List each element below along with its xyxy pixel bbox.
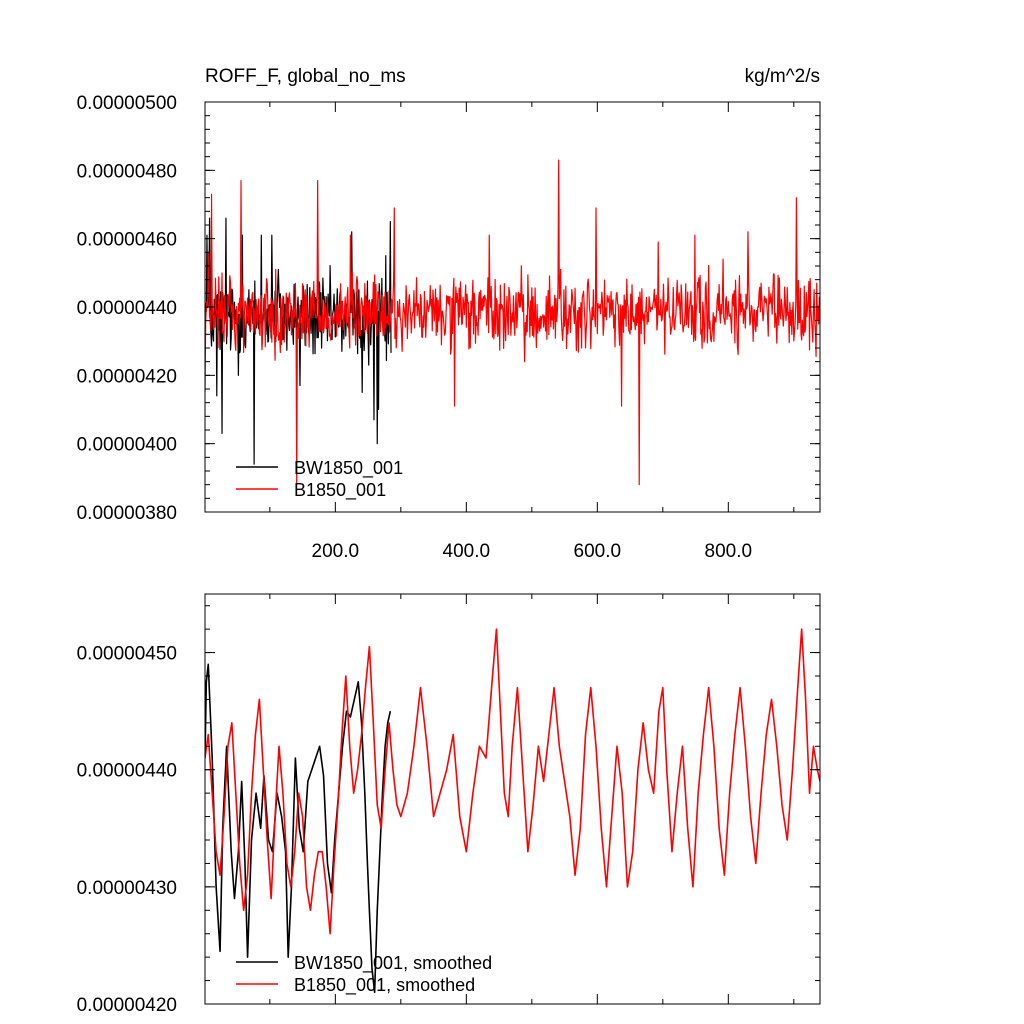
x-tick-label: 800.0 (705, 541, 753, 562)
y-tick-label: 0.00000430 (77, 878, 177, 899)
x-tick-label: 400.0 (443, 541, 491, 562)
y-tick-label: 0.00000440 (77, 761, 177, 782)
plot-frame (204, 593, 821, 1005)
chart-top: ROFF_F, global_no_ms kg/m^2/s 0.00000380… (77, 66, 821, 562)
chart-title: ROFF_F, global_no_ms (205, 66, 406, 87)
legend-label: B1850_001 (294, 480, 386, 501)
y-tick-label: 0.00000420 (77, 995, 177, 1016)
y-tick-label: 0.00000400 (77, 435, 177, 456)
chart-bottom: 0.00000420 0.00000430 0.00000440 0.00000450… (77, 593, 821, 1016)
legend-label: BW1850_001 (294, 458, 403, 479)
plot-area (205, 159, 820, 486)
x-tick-label: 200.0 (312, 541, 360, 562)
y-tick-label: 0.00000440 (77, 298, 177, 319)
legend-label: BW1850_001, smoothed (294, 953, 492, 974)
chart-units: kg/m^2/s (745, 66, 820, 87)
y-tick-label: 0.00000450 (77, 644, 177, 665)
series-line-bw1850 (205, 663, 392, 994)
y-tick-label: 0.00000380 (77, 503, 177, 524)
series-line-bw1850 (205, 217, 392, 465)
y-tick-label: 0.00000420 (77, 366, 177, 387)
series-line-b1850 (205, 159, 820, 486)
plot-area (205, 628, 820, 994)
y-tick-label: 0.00000480 (77, 161, 177, 182)
y-tick-label: 0.00000460 (77, 230, 177, 251)
series-line-b1850 (205, 628, 820, 935)
y-tick-label: 0.00000500 (77, 93, 177, 114)
legend-label: B1850_001, smoothed (294, 975, 475, 996)
x-tick-label: 600.0 (574, 541, 622, 562)
